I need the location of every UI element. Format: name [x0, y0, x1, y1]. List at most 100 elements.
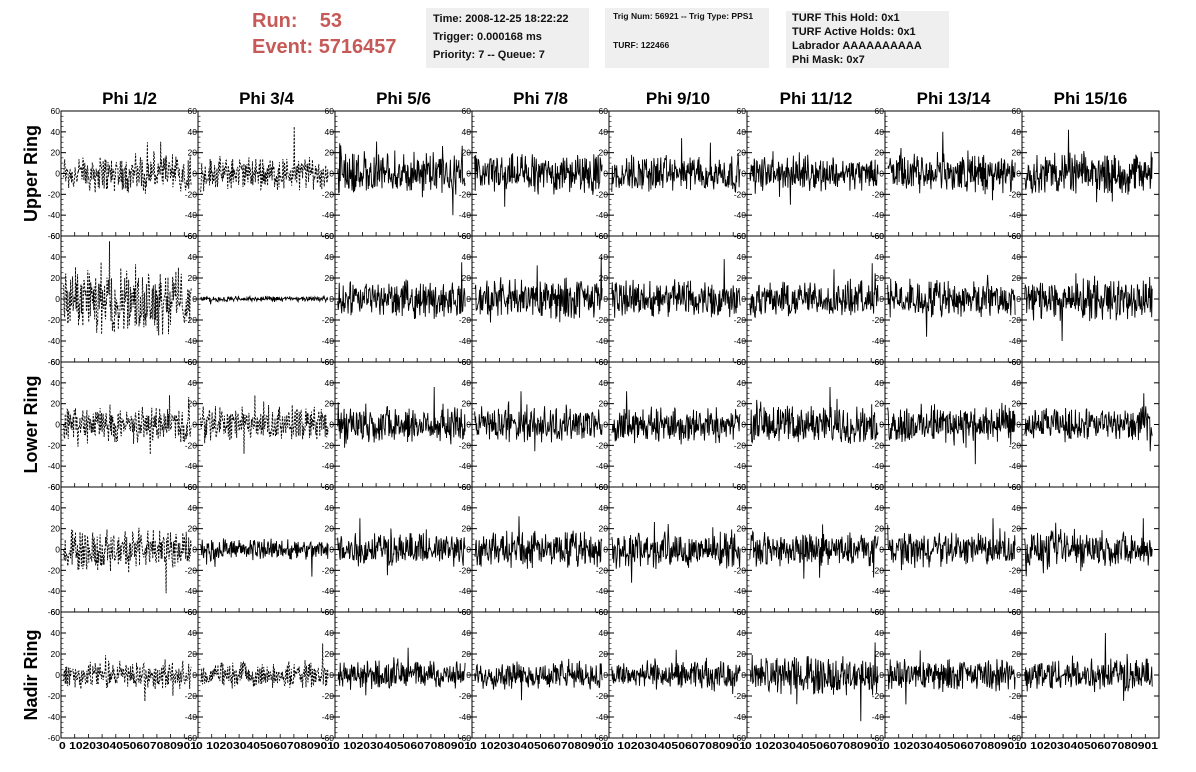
column-title-3: Phi 7/8 — [513, 89, 568, 108]
ytick-label-3-2: 40 — [325, 503, 335, 513]
ytick-label-2-3: 60 — [462, 357, 472, 367]
ytick-label-2-5: 20 — [737, 399, 747, 409]
ytick-label-4-0: -60 — [48, 733, 61, 743]
ytick-label-1-3: 20 — [462, 273, 472, 283]
ytick-label-4-2: -20 — [322, 691, 335, 701]
ytick-label-2-6: 40 — [875, 378, 885, 388]
ytick-label-4-3: 60 — [462, 607, 472, 617]
ytick-label-4-0: -40 — [48, 712, 61, 722]
ytick-label-0-0: -60 — [48, 231, 61, 241]
ytick-label-0-4: 0 — [603, 169, 608, 179]
ytick-label-4-6: 20 — [875, 649, 885, 659]
ytick-label-2-3: 0 — [466, 420, 471, 430]
ytick-label-1-2: 60 — [325, 231, 335, 241]
time-info-box: Time: 2008-12-25 18:22:22 Trigger: 0.000… — [426, 8, 589, 68]
ytick-label-1-0: 0 — [55, 294, 60, 304]
ytick-label-2-1: -20 — [185, 440, 198, 450]
xtick-label-1: 0 1020304050607080901 — [196, 740, 334, 752]
ytick-label-2-4: 40 — [599, 378, 609, 388]
ytick-label-0-5: -40 — [734, 210, 747, 220]
ytick-label-2-0: -20 — [48, 440, 61, 450]
ytick-label-0-4: 20 — [599, 148, 609, 158]
ytick-label-1-6: 0 — [879, 294, 884, 304]
ytick-label-4-0: -20 — [48, 691, 61, 701]
trace-4-1 — [200, 643, 329, 689]
ytick-label-0-2: 40 — [325, 127, 335, 137]
ytick-label-1-5: 60 — [737, 231, 747, 241]
ytick-label-3-1: 40 — [188, 503, 198, 513]
ytick-label-4-1: 20 — [188, 649, 198, 659]
ytick-label-1-6: 40 — [875, 252, 885, 262]
event-line: Event: 5716457 — [252, 34, 397, 60]
ytick-label-0-5: 40 — [737, 127, 747, 137]
ytick-label-2-4: -20 — [596, 440, 609, 450]
turf-info-box: TURF This Hold: 0x1 TURF Active Holds: 0… — [786, 11, 949, 68]
column-title-7: Phi 15/16 — [1054, 89, 1128, 108]
ytick-label-0-0: 60 — [51, 106, 61, 116]
ytick-label-1-3: 60 — [462, 231, 472, 241]
column-title-5: Phi 11/12 — [780, 89, 853, 108]
column-title-6: Phi 13/14 — [917, 89, 991, 108]
time-text: Time: 2008-12-25 18:22:22 — [433, 13, 569, 25]
ytick-label-0-0: 40 — [51, 127, 61, 137]
row-title-4: Nadir Ring — [21, 629, 41, 720]
ytick-label-1-6: 20 — [875, 273, 885, 283]
ytick-label-3-1: -40 — [185, 586, 198, 596]
ytick-label-0-5: 60 — [737, 106, 747, 116]
ytick-label-0-6: -20 — [872, 189, 885, 199]
ytick-label-1-0: -20 — [48, 315, 61, 325]
ytick-label-4-7: 20 — [1012, 649, 1022, 659]
ytick-label-4-5: -60 — [734, 733, 747, 743]
ytick-label-1-5: 0 — [741, 294, 746, 304]
ytick-label-4-5: 20 — [737, 649, 747, 659]
trace-1-2 — [337, 262, 466, 320]
ytick-label-3-2: 60 — [325, 482, 335, 492]
ytick-label-1-7: 0 — [1016, 294, 1021, 304]
ytick-label-1-3: -20 — [459, 315, 472, 325]
ytick-label-1-1: -20 — [185, 315, 198, 325]
ytick-label-2-6: 60 — [875, 357, 885, 367]
ytick-label-4-7: -60 — [1009, 733, 1022, 743]
ytick-label-3-4: 0 — [603, 545, 608, 555]
ytick-label-4-6: 60 — [875, 607, 885, 617]
trace-4-7 — [1024, 632, 1153, 701]
ytick-label-0-0: 0 — [55, 169, 60, 179]
event-value: 5716457 — [318, 36, 397, 58]
ytick-label-2-2: 0 — [329, 420, 334, 430]
priority-text: Priority: 7 -- Queue: 7 — [433, 49, 545, 61]
trace-1-5 — [749, 263, 879, 318]
ytick-label-1-7: 40 — [1012, 252, 1022, 262]
ytick-label-4-4: 0 — [603, 670, 608, 680]
ytick-label-2-3: -20 — [459, 440, 472, 450]
trace-3-4 — [611, 521, 741, 583]
ytick-label-3-0: -40 — [48, 586, 61, 596]
ytick-label-1-0: 40 — [51, 252, 61, 262]
ytick-label-2-7: 60 — [1012, 357, 1022, 367]
ytick-label-3-6: 60 — [875, 482, 885, 492]
ytick-label-2-5: 40 — [737, 378, 747, 388]
ytick-label-3-7: 40 — [1012, 503, 1022, 513]
ytick-label-4-5: -40 — [734, 712, 747, 722]
ytick-label-0-7: -20 — [1009, 189, 1022, 199]
ytick-label-3-7: 60 — [1012, 482, 1022, 492]
ytick-label-3-1: 20 — [188, 524, 198, 534]
trace-2-7 — [1024, 393, 1153, 452]
ytick-label-2-3: 40 — [462, 378, 472, 388]
ytick-label-2-2: 60 — [325, 357, 335, 367]
trace-3-6 — [887, 518, 1016, 571]
ytick-label-1-2: 40 — [325, 252, 335, 262]
ytick-label-0-1: -40 — [185, 210, 198, 220]
ytick-label-2-4: 0 — [603, 420, 608, 430]
ytick-label-2-1: 60 — [188, 357, 198, 367]
event-label: Event: — [252, 36, 314, 58]
ytick-label-0-0: -40 — [48, 210, 61, 220]
ytick-label-3-5: -40 — [734, 586, 747, 596]
trace-2-4 — [611, 391, 741, 445]
ytick-label-3-4: -20 — [596, 565, 609, 575]
ytick-label-1-2: 0 — [329, 294, 334, 304]
row-title-2: Lower Ring — [21, 376, 41, 474]
ytick-label-2-7: -20 — [1009, 440, 1022, 450]
ytick-label-3-3: 20 — [462, 524, 472, 534]
ytick-label-4-4: -20 — [596, 691, 609, 701]
ytick-label-4-3: 0 — [466, 670, 471, 680]
